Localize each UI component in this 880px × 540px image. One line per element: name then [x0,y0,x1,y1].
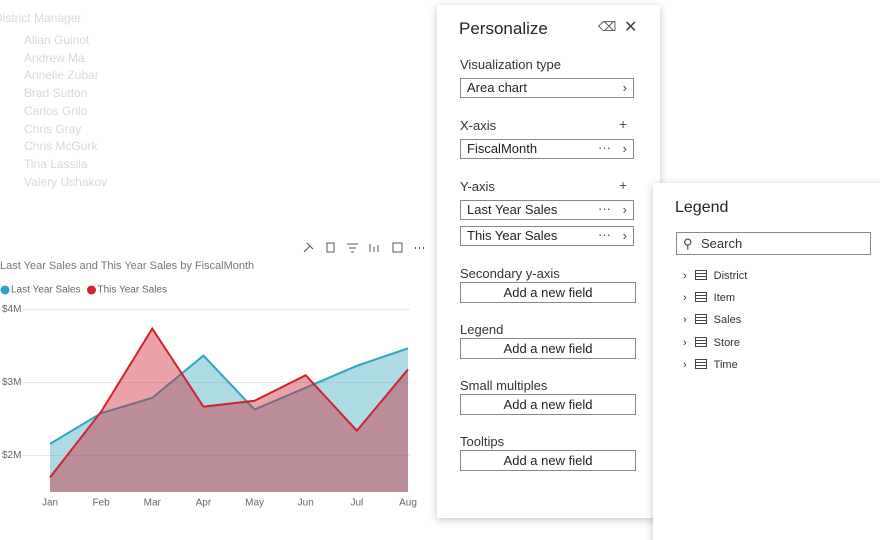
bg-name: Brad Sutton [24,86,88,101]
expand-icon: › [683,314,687,327]
tree-label: Sales [713,314,742,327]
field-text: Last Year Sales [467,202,558,217]
eraser-icon[interactable]: ⌫ [598,19,617,34]
expand-icon: › [683,358,687,371]
area [50,328,408,492]
bg-name: Valery Ushakov [24,174,108,189]
tree-item[interactable]: › Store [683,336,740,349]
y-tick-label: $3M [2,377,21,388]
pane-title: Legend [675,199,729,216]
chevron-icon: › [622,228,627,243]
more-icon: ··· [598,201,611,216]
add-field-button[interactable]: Add a new field [460,282,636,303]
add-icon[interactable]: + [619,177,628,193]
add-field-button[interactable]: Add a new field [460,394,636,415]
tree-label: District [713,270,748,282]
expand-icon: › [683,292,687,305]
tree-item[interactable]: › Item [683,292,735,304]
legend-dot [0,285,10,295]
bg-name: Carlos Grilo [24,103,88,118]
field-text: FiscalMonth [467,141,538,156]
y-tick-label: $4M [2,304,21,315]
add-icon[interactable]: + [619,116,628,132]
field-well[interactable]: Last Year Sales ··· › [460,200,634,220]
section-label: Tooltips [460,434,505,449]
expand-icon: › [683,336,687,349]
bg-name: Annelie Zubar [24,68,99,83]
search-box[interactable]: ⚲ Search [676,232,871,255]
line [49,347,409,445]
x-tick-label: Jul [350,498,363,509]
search-text: Search [701,236,743,251]
field-well[interactable]: This Year Sales ··· › [460,226,634,246]
table-icon [694,358,707,369]
search-icon: ⚲ [683,236,693,251]
bg-name: Chris McGurk [24,139,98,154]
legend-pane: Legend ⚲ Search › District › Item › Sales › Stor… [653,183,880,540]
section-label: Y-axis [460,179,495,194]
legend-label: Last Year Sales [11,285,81,296]
section-label: Visualization type [460,57,561,72]
chevron-icon: › [622,202,627,217]
tree-label: Time [713,358,738,371]
line [49,326,409,479]
bg-name: Allan Guinot [24,33,90,47]
bg-name: Chris Gray [24,121,82,136]
tree-item[interactable]: › Sales [683,314,741,326]
section-label: Small multiples [460,378,548,393]
personalize-pane: Personalize ⌫ ✕ Visualization type Area c… [437,5,660,518]
field-text: This Year Sales [467,228,558,243]
x-tick-label: Apr [196,498,212,509]
section-label: X-axis [460,118,497,133]
x-tick-label: Mar [144,498,162,509]
chart-title: Last Year Sales and This Year Sales by F… [0,260,254,272]
table-icon [694,270,707,280]
close-button[interactable]: ✕ [624,19,638,36]
legend-label: This Year Sales [98,285,168,296]
bg-title: District Manager [0,11,82,25]
table-icon [694,292,707,303]
chevron-icon: › [622,141,627,156]
chevron-icon: › [622,80,627,95]
bg-name: Andrew Ma [24,50,85,65]
more-icon: ··· [598,227,611,242]
more-icon: ··· [598,140,611,155]
bg-name: Tina Lassila [24,156,88,171]
tree-item[interactable]: › Time [683,358,738,371]
pane-title: Personalize [459,19,548,38]
section-label: Legend [460,322,504,337]
x-tick-label: Feb [93,498,111,509]
x-tick-label: Jan [42,498,58,509]
toolbar [303,242,424,253]
expand-icon: › [683,270,687,282]
field-well[interactable]: FiscalMonth ··· › [460,139,634,159]
table-icon [694,336,707,347]
area [50,348,408,492]
y-tick-label: $2M [2,450,21,461]
x-tick-label: Jun [298,498,314,509]
section-label: Secondary y-axis [460,266,560,281]
x-tick-label: May [245,498,264,509]
field-text: Area chart [467,80,527,95]
x-tick-label: Aug [399,498,417,509]
tree-label: Store [713,336,740,349]
add-field-button[interactable]: Add a new field [460,450,636,471]
field-well[interactable]: Area chart › [460,78,634,98]
add-field-button[interactable]: Add a new field [460,338,636,359]
tree-label: Item [713,292,736,305]
legend-dot [87,285,96,295]
tree-item[interactable]: › District [683,270,747,282]
table-icon [694,314,707,325]
